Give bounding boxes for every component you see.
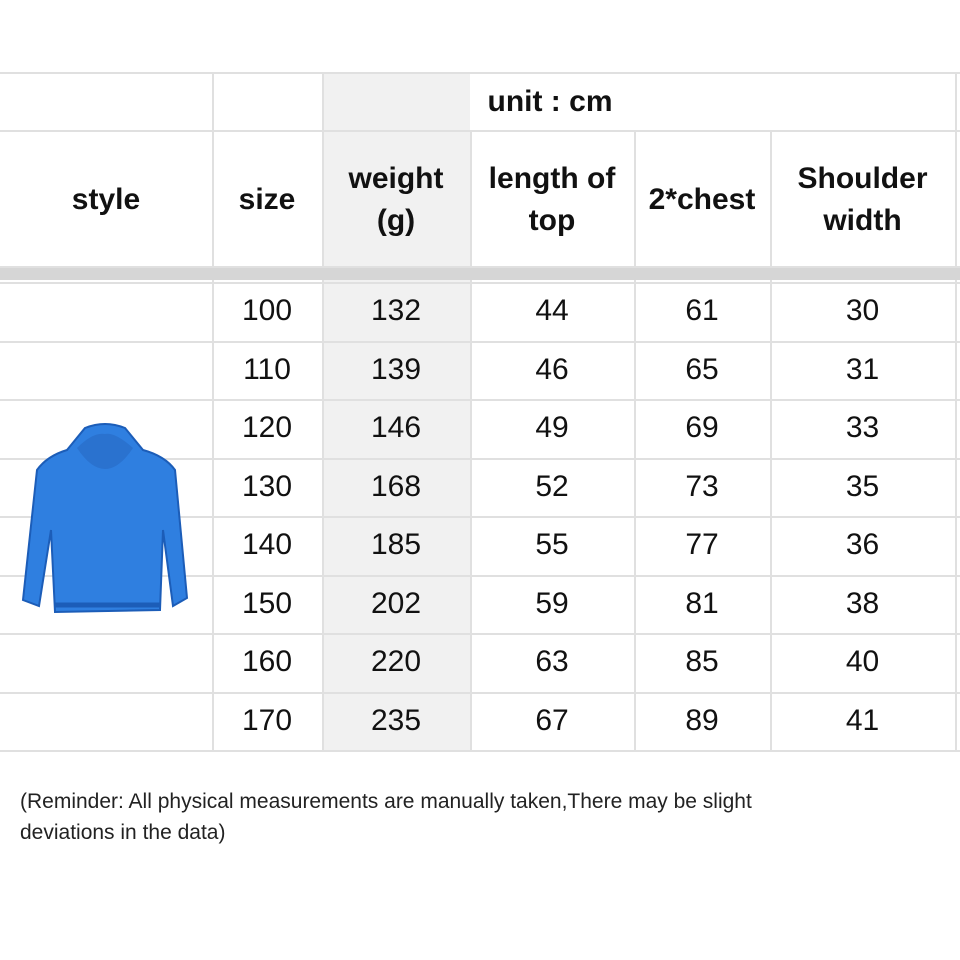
table-cell: 168: [370, 469, 422, 503]
grid-line: [0, 692, 960, 694]
table-cell: 120: [241, 411, 293, 445]
table-cell: 31: [845, 352, 880, 386]
table-cell: 110: [243, 352, 291, 386]
table-cell: 146: [370, 411, 422, 445]
table-cell: 61: [685, 294, 719, 328]
column-header-text: style: [71, 183, 141, 216]
table-cell: 36: [845, 528, 880, 562]
grid-line: [0, 130, 960, 132]
table-cell: 49: [535, 411, 569, 445]
table-cell: 150: [241, 586, 293, 620]
table-cell: 40: [845, 645, 880, 679]
column-header-text: (g): [376, 204, 416, 237]
grid-line: [0, 750, 960, 752]
column-header-text: width: [823, 204, 902, 237]
table-cell: 44: [535, 294, 569, 328]
reminder-note: (Reminder: All physical measurements are…: [20, 786, 920, 848]
column-header: style: [0, 132, 212, 268]
grid-line: [0, 341, 960, 343]
table-cell: 35: [845, 469, 880, 503]
table-cell: 46: [535, 352, 569, 386]
header-divider-band: [0, 268, 960, 280]
hoodie-image: [21, 423, 189, 614]
table-cell: 139: [370, 352, 422, 386]
table-cell: 235: [370, 703, 422, 737]
table-cell: 63: [535, 645, 569, 679]
column-header-text: length of: [488, 162, 616, 195]
table-cell: 67: [535, 703, 569, 737]
grid-line: [0, 458, 960, 460]
table-cell: 89: [685, 703, 719, 737]
grid-line: [0, 399, 960, 401]
reminder-line-2: deviations in the data): [20, 821, 226, 844]
table-cell: 100: [241, 294, 293, 328]
table-cell: 140: [241, 528, 293, 562]
unit-label: unit : cm: [487, 85, 613, 118]
table-cell: 41: [845, 703, 880, 737]
table-cell: 38: [845, 586, 880, 620]
table-cell: 55: [535, 528, 569, 562]
column-header: weight (g): [322, 132, 470, 268]
table-cell: 130: [241, 469, 293, 503]
column-header-text: top: [528, 204, 576, 237]
grid-line: [0, 633, 960, 635]
grid-line: [0, 266, 960, 268]
table-cell: 65: [685, 352, 719, 386]
grid-line: [322, 72, 324, 750]
column-header: 2*chest: [634, 132, 770, 268]
table-cell: 81: [685, 586, 719, 620]
grid-line: [0, 516, 960, 518]
table-cell: 160: [241, 645, 293, 679]
table-cell: 69: [685, 411, 719, 445]
column-header-text: weight: [348, 162, 444, 195]
grid-line: [770, 130, 772, 750]
table-cell: 220: [370, 645, 422, 679]
table-cell: 185: [370, 528, 422, 562]
table-cell: 132: [370, 294, 422, 328]
table-cell: 33: [845, 411, 880, 445]
column-header: Shoulder width: [770, 132, 955, 268]
table-cell: 170: [241, 703, 293, 737]
table-cell: 77: [685, 528, 719, 562]
column-header-text: size: [238, 183, 296, 216]
table-cell: 30: [845, 294, 880, 328]
table-cell: 202: [370, 586, 422, 620]
table-cell: 73: [685, 469, 719, 503]
column-header: length of top: [470, 132, 634, 268]
table-cell: 85: [685, 645, 719, 679]
grid-line: [634, 130, 636, 750]
weight-column-shade: [322, 72, 470, 750]
reminder-line-1: (Reminder: All physical measurements are…: [20, 790, 752, 813]
grid-line: [955, 72, 957, 750]
grid-line: [0, 575, 960, 577]
table-cell: 59: [535, 586, 569, 620]
grid-line: [0, 282, 960, 284]
column-header-text: Shoulder: [797, 162, 928, 195]
column-header: size: [212, 132, 322, 268]
column-header-text: 2*chest: [648, 183, 756, 216]
grid-line: [0, 72, 960, 74]
grid-line: [212, 72, 214, 750]
table-cell: 52: [535, 469, 569, 503]
grid-line: [470, 130, 472, 750]
